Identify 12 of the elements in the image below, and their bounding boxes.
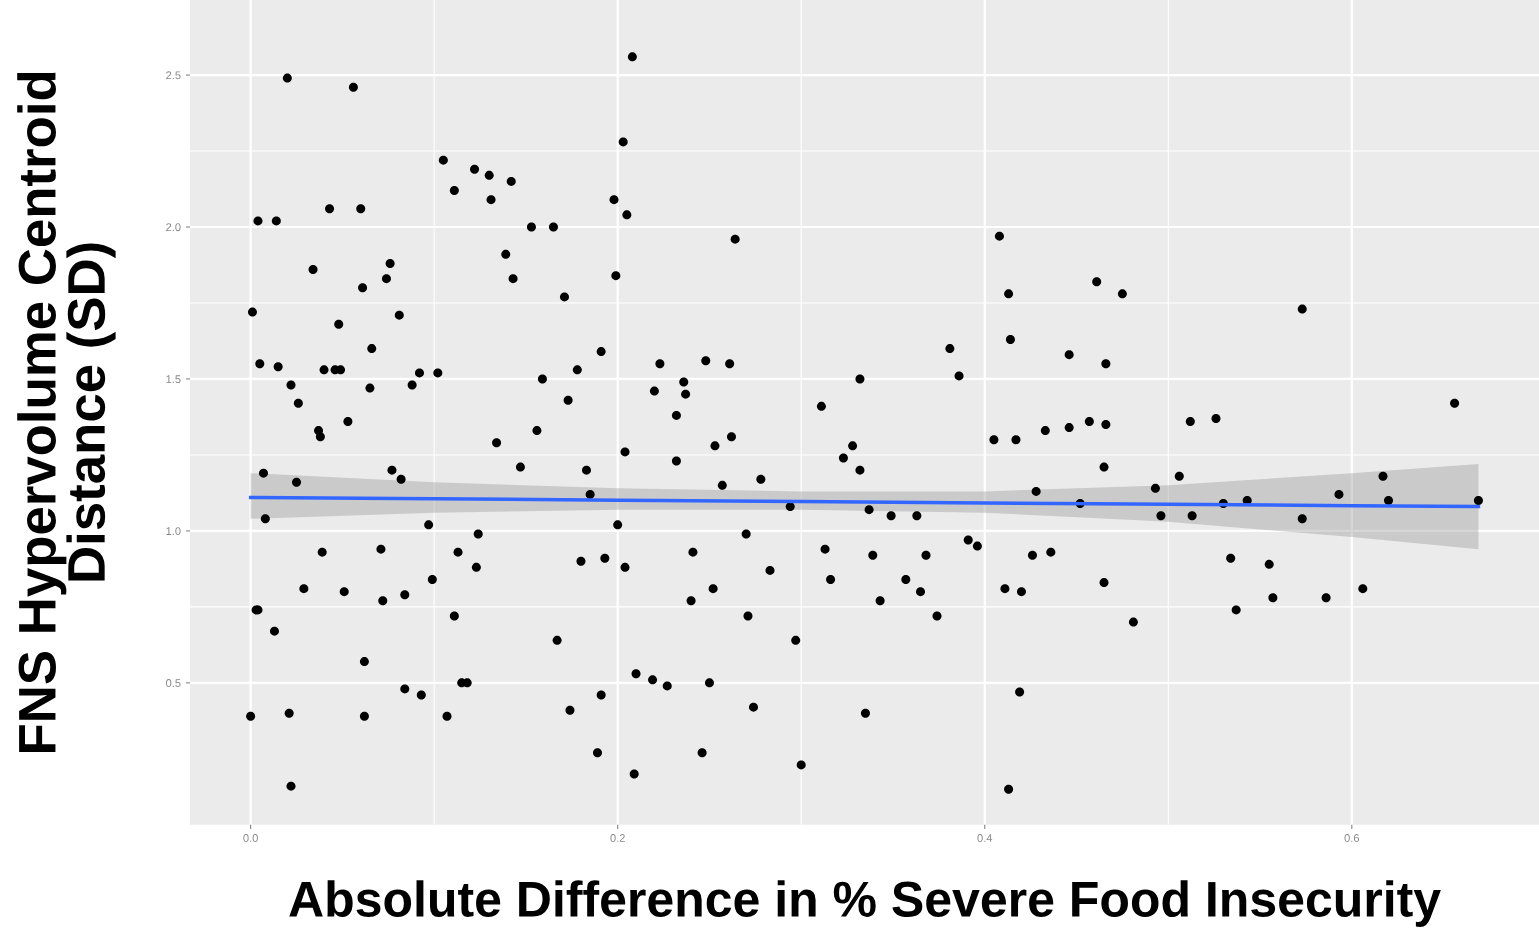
- x-tick-label: 0.0: [243, 834, 258, 842]
- y-tick-label: 2.5: [166, 71, 181, 80]
- x-tick-label: 0.4: [977, 834, 993, 842]
- y-axis-title: FNS Hypervolume Centroid Distance (SD): [17, 72, 116, 752]
- y-tick-label: 2.0: [166, 223, 181, 232]
- y-tick-label: 1.0: [166, 527, 181, 536]
- x-axis-title: Absolute Difference in % Severe Food Insecurity: [289, 880, 1441, 927]
- y-tick-label: 1.5: [166, 375, 181, 384]
- line-series: [248, 495, 1481, 509]
- x-tick-label: 0.2: [610, 834, 625, 842]
- x-tick-label: 0.6: [1344, 834, 1360, 842]
- y-tick-label: 0.5: [166, 679, 181, 687]
